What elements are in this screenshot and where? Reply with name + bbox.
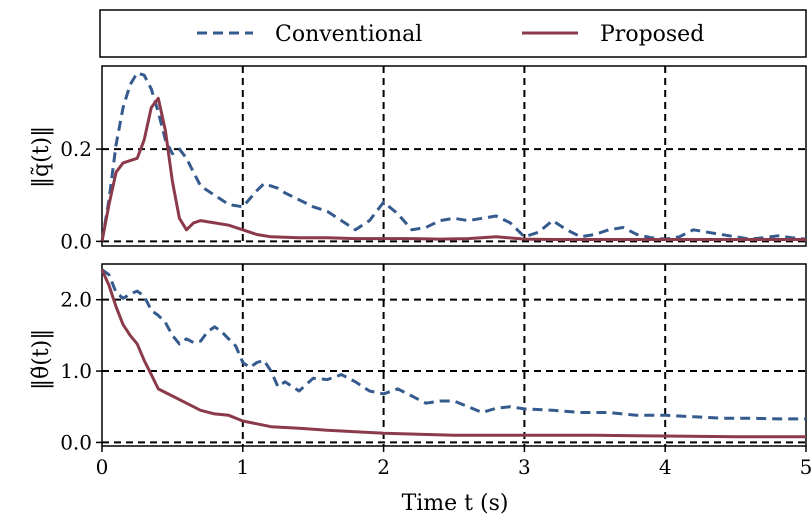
y-tick-label: 1.0 [60,359,92,383]
bottom-panel-y-ticks: 0.0 1.0 2.0 [60,288,102,454]
series-line-conventional [101,268,806,421]
x-tick-label: 1 [236,455,249,479]
legend-label-conventional: Conventional [275,22,422,47]
bottom-panel-y-axis-label: ‖θ̃(t)‖ [29,329,54,390]
x-tick-label: 5 [800,455,811,479]
top-panel-series [100,71,807,242]
series-line-proposed [100,96,806,242]
top-panel-frame [101,65,807,247]
bottom-panel-grid [102,264,806,446]
y-tick-label: 0.2 [60,137,92,161]
x-tick-label: 0 [96,455,109,479]
x-axis-label: Time t (s) [402,491,509,516]
bottom-panel-series [100,268,806,439]
top-panel-grid [102,66,806,246]
bottom-panel-theta-error: 0.0 1.0 2.0 0 1 2 3 4 5 ‖θ̃(t)‖ Time t (s) [29,263,811,516]
x-tick-label: 3 [518,455,531,479]
y-tick-label: 0.0 [60,430,92,454]
x-tick-label: 2 [377,455,390,479]
y-tick-label: 2.0 [60,288,92,312]
x-axis-ticks: 0 1 2 3 4 5 [96,446,811,479]
top-panel-q-error: 0.0 0.2 ‖q̃(t)‖ [29,65,807,253]
bottom-panel-frame [101,263,807,447]
top-panel-y-ticks: 0.0 0.2 [60,137,102,253]
top-panel-y-axis-label: ‖q̃(t)‖ [29,126,54,188]
series-line-proposed [100,269,806,439]
y-tick-label: 0.0 [60,229,92,253]
series-line-conventional [100,71,807,242]
legend-label-proposed: Proposed [600,22,704,47]
x-tick-label: 4 [659,455,672,479]
legend: Conventional Proposed [99,9,807,58]
